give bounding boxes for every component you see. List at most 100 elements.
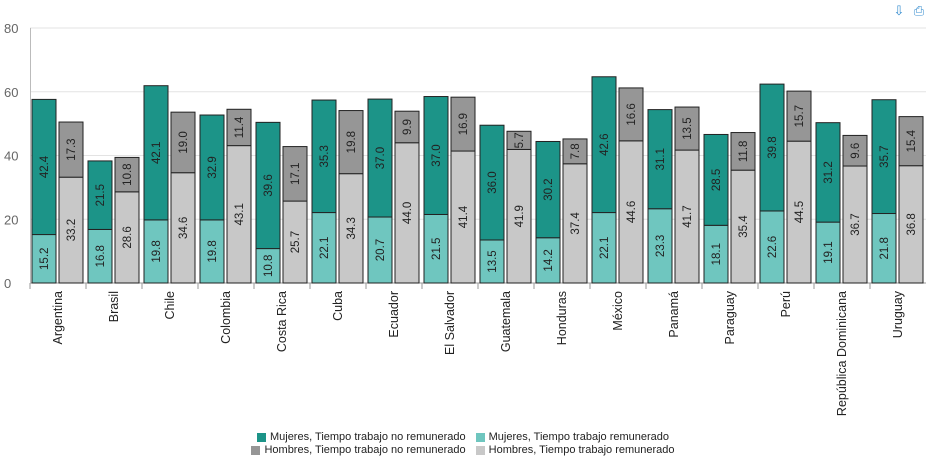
bar-segment	[114, 156, 140, 193]
bar-segment	[143, 85, 169, 221]
bar-segment	[618, 140, 644, 284]
legend-row-1: Mujeres, Tiempo trabajo no remunerado Mu…	[0, 431, 926, 444]
bar-segment	[647, 208, 673, 284]
legend-item-men-unpaid[interactable]: Hombres, Tiempo trabajo no remunerado	[251, 444, 466, 457]
legend-label: Mujeres, Tiempo trabajo no remunerado	[269, 431, 466, 443]
data-label: 17.3	[66, 138, 78, 160]
data-label: 23.3	[655, 235, 667, 257]
legend-item-women-unpaid[interactable]: Mujeres, Tiempo trabajo no remunerado	[256, 431, 466, 444]
data-label: 15.7	[794, 105, 806, 127]
x-tick-label: Perú	[779, 291, 793, 317]
bar-segment	[562, 138, 588, 165]
data-label: 20.7	[375, 239, 387, 261]
data-label: 16.8	[95, 245, 107, 267]
data-label: 13.5	[682, 117, 694, 139]
data-label: 13.5	[487, 250, 499, 272]
bar-segment	[450, 96, 476, 152]
x-tick-label: Guatemala	[499, 291, 513, 352]
data-label: 9.9	[402, 119, 414, 135]
data-label: 41.7	[682, 205, 694, 227]
data-label: 28.6	[122, 226, 134, 248]
print-icon[interactable]: ⎙	[913, 3, 925, 18]
bar-segment	[143, 219, 169, 284]
bar-segment	[87, 160, 113, 230]
legend-swatch	[256, 433, 266, 442]
data-label: 43.1	[234, 203, 246, 225]
bar-segment	[703, 133, 729, 226]
bar-segment	[423, 96, 449, 215]
data-label: 15.4	[906, 129, 918, 152]
data-label: 25.7	[290, 231, 302, 253]
y-tick-label: 0	[4, 276, 11, 291]
bar-segment	[535, 237, 561, 284]
y-tick-label: 40	[4, 149, 18, 164]
x-tick-label: Honduras	[555, 291, 569, 345]
bar-segment	[674, 149, 700, 284]
data-label: 33.2	[66, 219, 78, 241]
data-label: 10.8	[122, 163, 134, 185]
data-label: 44.6	[626, 201, 638, 223]
bar-segment	[367, 216, 393, 284]
bar-segment	[58, 121, 84, 178]
data-label: 42.4	[39, 155, 51, 178]
legend-label: Hombres, Tiempo trabajo no remunerado	[264, 444, 466, 456]
bar-segment	[730, 132, 756, 171]
bar-segment	[591, 76, 617, 214]
data-label: 41.9	[514, 205, 526, 227]
legend-row-2: Hombres, Tiempo trabajo no remunerado Ho…	[0, 444, 926, 457]
data-label: 44.5	[794, 201, 806, 223]
bar-segment	[535, 140, 561, 239]
bar-segment	[450, 150, 476, 284]
data-label: 19.8	[207, 240, 219, 262]
x-tick-label: Cuba	[331, 291, 345, 321]
bar-segment	[367, 98, 393, 218]
x-tick-label: Argentina	[51, 291, 65, 345]
bar-segment	[58, 176, 84, 284]
bar-segment	[871, 99, 897, 215]
bar-segment	[871, 213, 897, 284]
data-label: 22.1	[319, 237, 331, 259]
x-tick-label: Brasil	[107, 291, 121, 322]
data-label: 34.6	[178, 217, 190, 239]
bar-segment	[170, 111, 196, 174]
legend-item-women-paid[interactable]: Mujeres, Tiempo trabajo remunerado	[475, 431, 670, 444]
bar-segment	[114, 191, 140, 284]
bar-segment	[591, 212, 617, 284]
legend-label: Mujeres, Tiempo trabajo remunerado	[488, 431, 670, 443]
data-label: 17.1	[290, 163, 302, 185]
bar-segment	[759, 83, 785, 212]
data-label: 36.8	[906, 213, 918, 235]
data-label: 44.0	[402, 202, 414, 224]
data-label: 22.1	[599, 237, 611, 259]
legend-item-men-paid[interactable]: Hombres, Tiempo trabajo remunerado	[475, 444, 675, 457]
x-tick-label: República Dominicana	[835, 291, 849, 416]
data-label: 21.8	[879, 237, 891, 259]
legend-swatch	[475, 433, 485, 442]
bar-segment	[311, 99, 337, 214]
data-label: 10.8	[263, 255, 275, 277]
bar-segment	[730, 169, 756, 284]
bar-segment	[786, 90, 812, 142]
data-label: 21.5	[431, 238, 443, 260]
legend-label: Hombres, Tiempo trabajo remunerado	[488, 444, 675, 456]
data-label: 34.3	[346, 217, 358, 239]
data-label: 37.4	[570, 212, 582, 235]
x-tick-label: Colombia	[219, 291, 233, 344]
data-label: 32.9	[207, 156, 219, 178]
x-tick-label: Paraguay	[723, 290, 737, 344]
bar-segment	[87, 228, 113, 284]
download-icon[interactable]: ⇩	[893, 3, 905, 18]
bar-segment	[898, 165, 924, 284]
bar-segment	[170, 172, 196, 284]
data-label: 41.4	[458, 205, 470, 228]
bar-segment	[618, 87, 644, 142]
bar-segment	[31, 98, 57, 236]
data-label: 35.4	[738, 215, 750, 238]
bar-segment	[338, 110, 364, 175]
stacked-bar-chart: 0 20 40 60 80 15.2 42.4 33.2 17.3 Argentina 16.8 21…	[4, 21, 926, 416]
data-label: 15.2	[39, 248, 51, 270]
data-label: 11.4	[234, 116, 246, 138]
bar-segment	[786, 140, 812, 284]
data-label: 16.9	[458, 113, 470, 135]
bar-segment	[842, 165, 868, 284]
